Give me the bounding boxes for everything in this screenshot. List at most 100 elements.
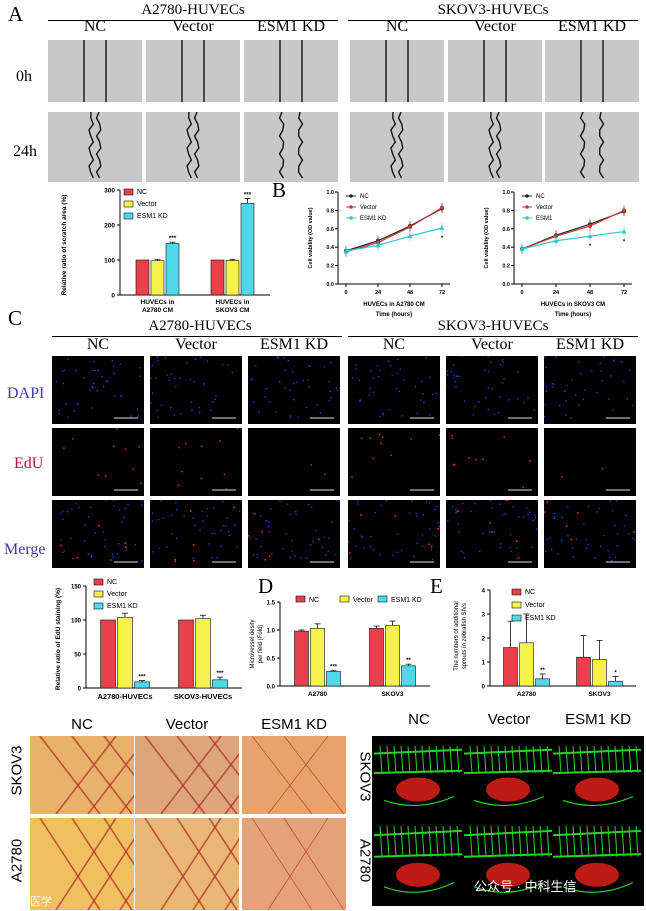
cell-dot xyxy=(174,558,176,561)
cell-dot xyxy=(206,514,209,517)
vessel xyxy=(71,736,133,814)
legend-label: Vector xyxy=(137,201,158,208)
cell-dot xyxy=(396,551,399,554)
bar xyxy=(150,260,165,296)
cell-dot xyxy=(558,404,561,407)
cell-dot xyxy=(452,364,455,366)
cam-image xyxy=(135,736,239,814)
legend-label: Vector xyxy=(525,602,546,609)
fluorescence-dots xyxy=(310,463,334,491)
cell-dot xyxy=(223,473,226,476)
cell-dot xyxy=(61,370,64,372)
cell-dot xyxy=(531,546,533,549)
cell-dot xyxy=(334,553,337,556)
cell-dot xyxy=(608,556,611,559)
cell-dot xyxy=(89,389,92,391)
cell-dot xyxy=(623,380,625,383)
category-label: HUVECs in xyxy=(216,299,250,306)
y-tick-label: 0.6 xyxy=(326,227,334,233)
cell-dot xyxy=(268,555,271,558)
cell-dot xyxy=(264,395,266,398)
y-tick-label: 0.5 xyxy=(267,657,276,663)
cell-dot xyxy=(113,372,115,375)
cell-dot xyxy=(509,533,512,536)
tumor-xenograft xyxy=(486,777,530,802)
fluorescence-dots xyxy=(151,500,241,563)
cell-dot xyxy=(387,360,390,363)
cell-dot xyxy=(183,515,186,517)
cell-dot xyxy=(467,457,470,459)
vessel xyxy=(607,825,611,857)
fluorescence-image xyxy=(248,500,340,568)
fluorescence-image xyxy=(150,500,242,568)
zebrafish-image xyxy=(553,738,641,816)
cell-dot xyxy=(302,379,304,382)
cell-dot xyxy=(484,396,487,399)
vessel xyxy=(504,825,508,857)
cell-dot xyxy=(323,536,326,539)
cell-dot xyxy=(446,374,449,377)
cell-dot xyxy=(395,387,398,390)
panel-a-row-24h: 24h xyxy=(13,143,37,160)
cell-dot xyxy=(515,540,518,543)
scratch-edge xyxy=(397,111,404,179)
cell-dot xyxy=(614,524,616,527)
legend-marker xyxy=(525,216,529,220)
cell-dot xyxy=(431,558,434,561)
cell-dot xyxy=(73,410,75,412)
vessel xyxy=(579,825,583,857)
cell-dot xyxy=(550,549,553,551)
cell-dot xyxy=(388,408,391,411)
cell-dot xyxy=(297,416,299,419)
vessel xyxy=(267,736,329,814)
cell-dot xyxy=(113,505,116,507)
cell-dot xyxy=(517,556,520,559)
cell-dot xyxy=(570,538,573,541)
cell-dot xyxy=(462,502,464,505)
vessel xyxy=(192,752,239,814)
fluorescence-image xyxy=(248,428,340,496)
cell-dot xyxy=(626,398,629,400)
cell-dot xyxy=(421,380,423,383)
cell-dot xyxy=(455,375,458,378)
cell-dot xyxy=(291,370,294,373)
fluorescence-dots xyxy=(451,434,532,491)
y-tick-label: 1.5 xyxy=(267,601,276,607)
vessel xyxy=(464,748,552,755)
vessel xyxy=(473,881,545,893)
cell-dot xyxy=(115,428,118,430)
fluorescence-image xyxy=(348,500,440,568)
cell-dot xyxy=(111,553,114,555)
vessel xyxy=(176,736,238,814)
vessel xyxy=(435,825,439,857)
cell-dot xyxy=(227,530,230,533)
vessel xyxy=(607,745,611,774)
legend-label: Vector xyxy=(360,205,377,211)
cell-dot xyxy=(566,384,569,387)
cell-dot xyxy=(488,530,491,533)
panel-a-group-right: SKOV3-HUVECs xyxy=(437,2,549,18)
vessel xyxy=(572,745,576,774)
cell-dot xyxy=(565,414,567,416)
fluorescence-image xyxy=(52,500,144,568)
vessel xyxy=(511,825,515,857)
cell-dot xyxy=(119,363,122,365)
cam-vessels xyxy=(251,736,345,814)
scratch-lines xyxy=(483,40,507,102)
series-line xyxy=(345,208,443,252)
cell-dot xyxy=(294,510,297,513)
cell-dot xyxy=(410,438,413,440)
cell-dot xyxy=(372,377,375,379)
cell-dot xyxy=(305,406,308,409)
fluorescence-dots xyxy=(177,428,239,491)
y-tick-label: 300 xyxy=(104,188,115,195)
y-tick-label: 0.0 xyxy=(267,685,276,691)
cell-dot xyxy=(601,379,604,382)
cell-dot xyxy=(178,377,181,379)
cell-dot xyxy=(189,378,192,381)
cell-dot xyxy=(192,517,195,519)
cell-dot xyxy=(578,360,580,363)
cell-dot xyxy=(132,468,135,471)
cell-dot xyxy=(399,368,402,371)
cell-dot xyxy=(87,553,90,556)
